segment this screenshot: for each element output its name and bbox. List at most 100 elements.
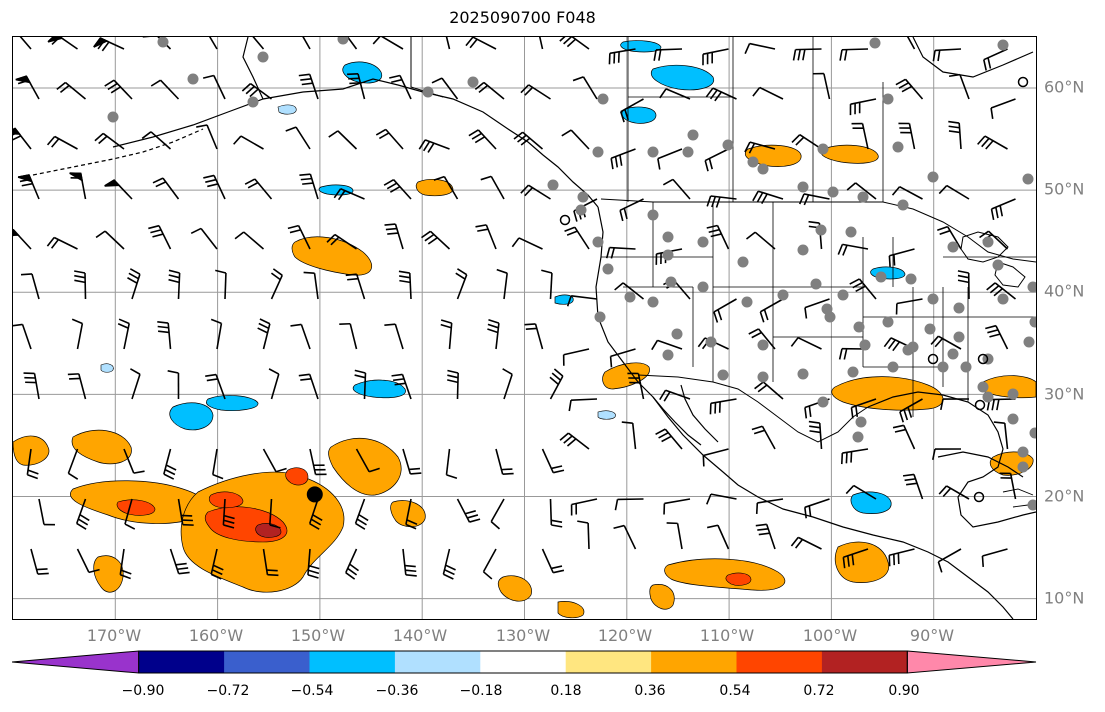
station-marker: [947, 348, 959, 360]
wind-barb: [20, 273, 40, 300]
wind-barb: [46, 236, 78, 250]
station-marker: [717, 369, 729, 381]
station-marker: [815, 224, 827, 236]
wind-barb: [119, 548, 132, 580]
station-marker: [107, 111, 119, 123]
wind-barb: [46, 135, 78, 150]
station-marker: [982, 236, 994, 248]
station-marker: [647, 209, 659, 221]
wind-barb: [657, 148, 683, 170]
wind-barb: [744, 42, 776, 54]
colorbar-tick-label: 0.72: [803, 683, 835, 699]
positive-anomaly-area: [93, 555, 124, 593]
positive-anomaly-area: [664, 558, 785, 591]
wind-barb: [812, 72, 831, 100]
wind-barb: [932, 48, 962, 62]
wind-barb: [334, 37, 358, 50]
station-marker: [467, 76, 479, 88]
wind-barb: [333, 188, 365, 201]
station-marker: [817, 143, 829, 155]
station-marker: [897, 199, 909, 211]
wind-barb: [262, 548, 279, 577]
weak-negative-anomaly-area: [277, 104, 297, 115]
wind-barb: [706, 195, 737, 208]
wind-barb: [706, 493, 737, 505]
wind-barb: [202, 74, 226, 100]
colorbar-segment: [565, 651, 652, 673]
wind-barb: [745, 231, 776, 250]
positive-anomaly-area: [820, 144, 879, 164]
wind-barb: [298, 73, 319, 100]
wind-barb: [613, 524, 637, 550]
station-marker: [757, 371, 769, 383]
gulf-coast: [867, 391, 1036, 528]
strong-positive-anomaly-area: [285, 467, 309, 486]
station-marker-open: [977, 353, 989, 365]
wind-barb: [709, 398, 737, 415]
wind-barb: [610, 148, 636, 170]
station-marker: [953, 331, 965, 343]
wind-barb: [148, 224, 172, 250]
wind-barb: [290, 323, 311, 350]
wind-barb: [804, 498, 830, 519]
station-marker: [722, 139, 734, 151]
station-marker: [907, 341, 919, 353]
station-marker: [947, 241, 959, 253]
station-marker: [927, 171, 939, 183]
negative-anomaly-area: [352, 379, 406, 399]
wind-barb: [127, 268, 141, 300]
stations: [107, 37, 1036, 511]
station-marker: [187, 73, 199, 85]
wind-barb: [375, 128, 404, 150]
station-marker: [797, 368, 809, 380]
station-marker: [647, 146, 659, 158]
wind-barb: [752, 190, 784, 205]
wind-barb: [354, 369, 367, 400]
wind-barb: [983, 48, 1008, 71]
station-marker: [1017, 461, 1029, 473]
station-marker: [597, 93, 609, 105]
wind-barb: [940, 398, 970, 411]
wind-barb: [706, 224, 730, 250]
wind-barb: [177, 498, 194, 526]
wind-barb: [347, 73, 366, 100]
wind-barb: [849, 98, 877, 116]
wind-barb: [538, 37, 544, 50]
wind-barb: [562, 348, 590, 366]
wind-barb: [957, 270, 970, 300]
lon-label: 170°W: [86, 626, 142, 645]
station-marker: [875, 271, 887, 283]
wind-barb: [455, 268, 468, 300]
wind-barb: [851, 122, 869, 150]
wind-barb: [233, 135, 264, 150]
wind-barb: [985, 324, 1009, 350]
colorbar-tick-label: 0.36: [634, 683, 666, 699]
station-marker: [665, 276, 677, 288]
wind-barb: [842, 548, 869, 569]
station-marker: [624, 291, 636, 303]
wind-barb: [383, 178, 412, 200]
station-marker: [705, 336, 717, 348]
wind-barb: [482, 548, 497, 580]
wind-barb: [619, 198, 644, 222]
wind-barb: [659, 389, 691, 402]
negative-anomaly-area: [318, 184, 354, 196]
colorbar-extend-high: [906, 650, 1037, 674]
station-marker: [927, 293, 939, 305]
station-marker: [997, 39, 1009, 51]
wind-barb: [303, 271, 319, 300]
wind-barb: [421, 230, 451, 250]
wind-barb: [355, 448, 380, 473]
negative-anomaly-area: [651, 64, 715, 91]
wind-barb: [605, 246, 636, 259]
wind-barb: [808, 420, 823, 450]
station-marker: [882, 93, 894, 105]
wind-barb: [326, 233, 357, 250]
wind-barb: [74, 270, 87, 300]
wind-barb: [849, 278, 877, 300]
wind-barb: [398, 270, 412, 300]
wind-barb: [895, 78, 924, 100]
wind-barb: [846, 182, 877, 200]
wind-barb: [891, 186, 923, 200]
wind-barb: [495, 448, 514, 475]
